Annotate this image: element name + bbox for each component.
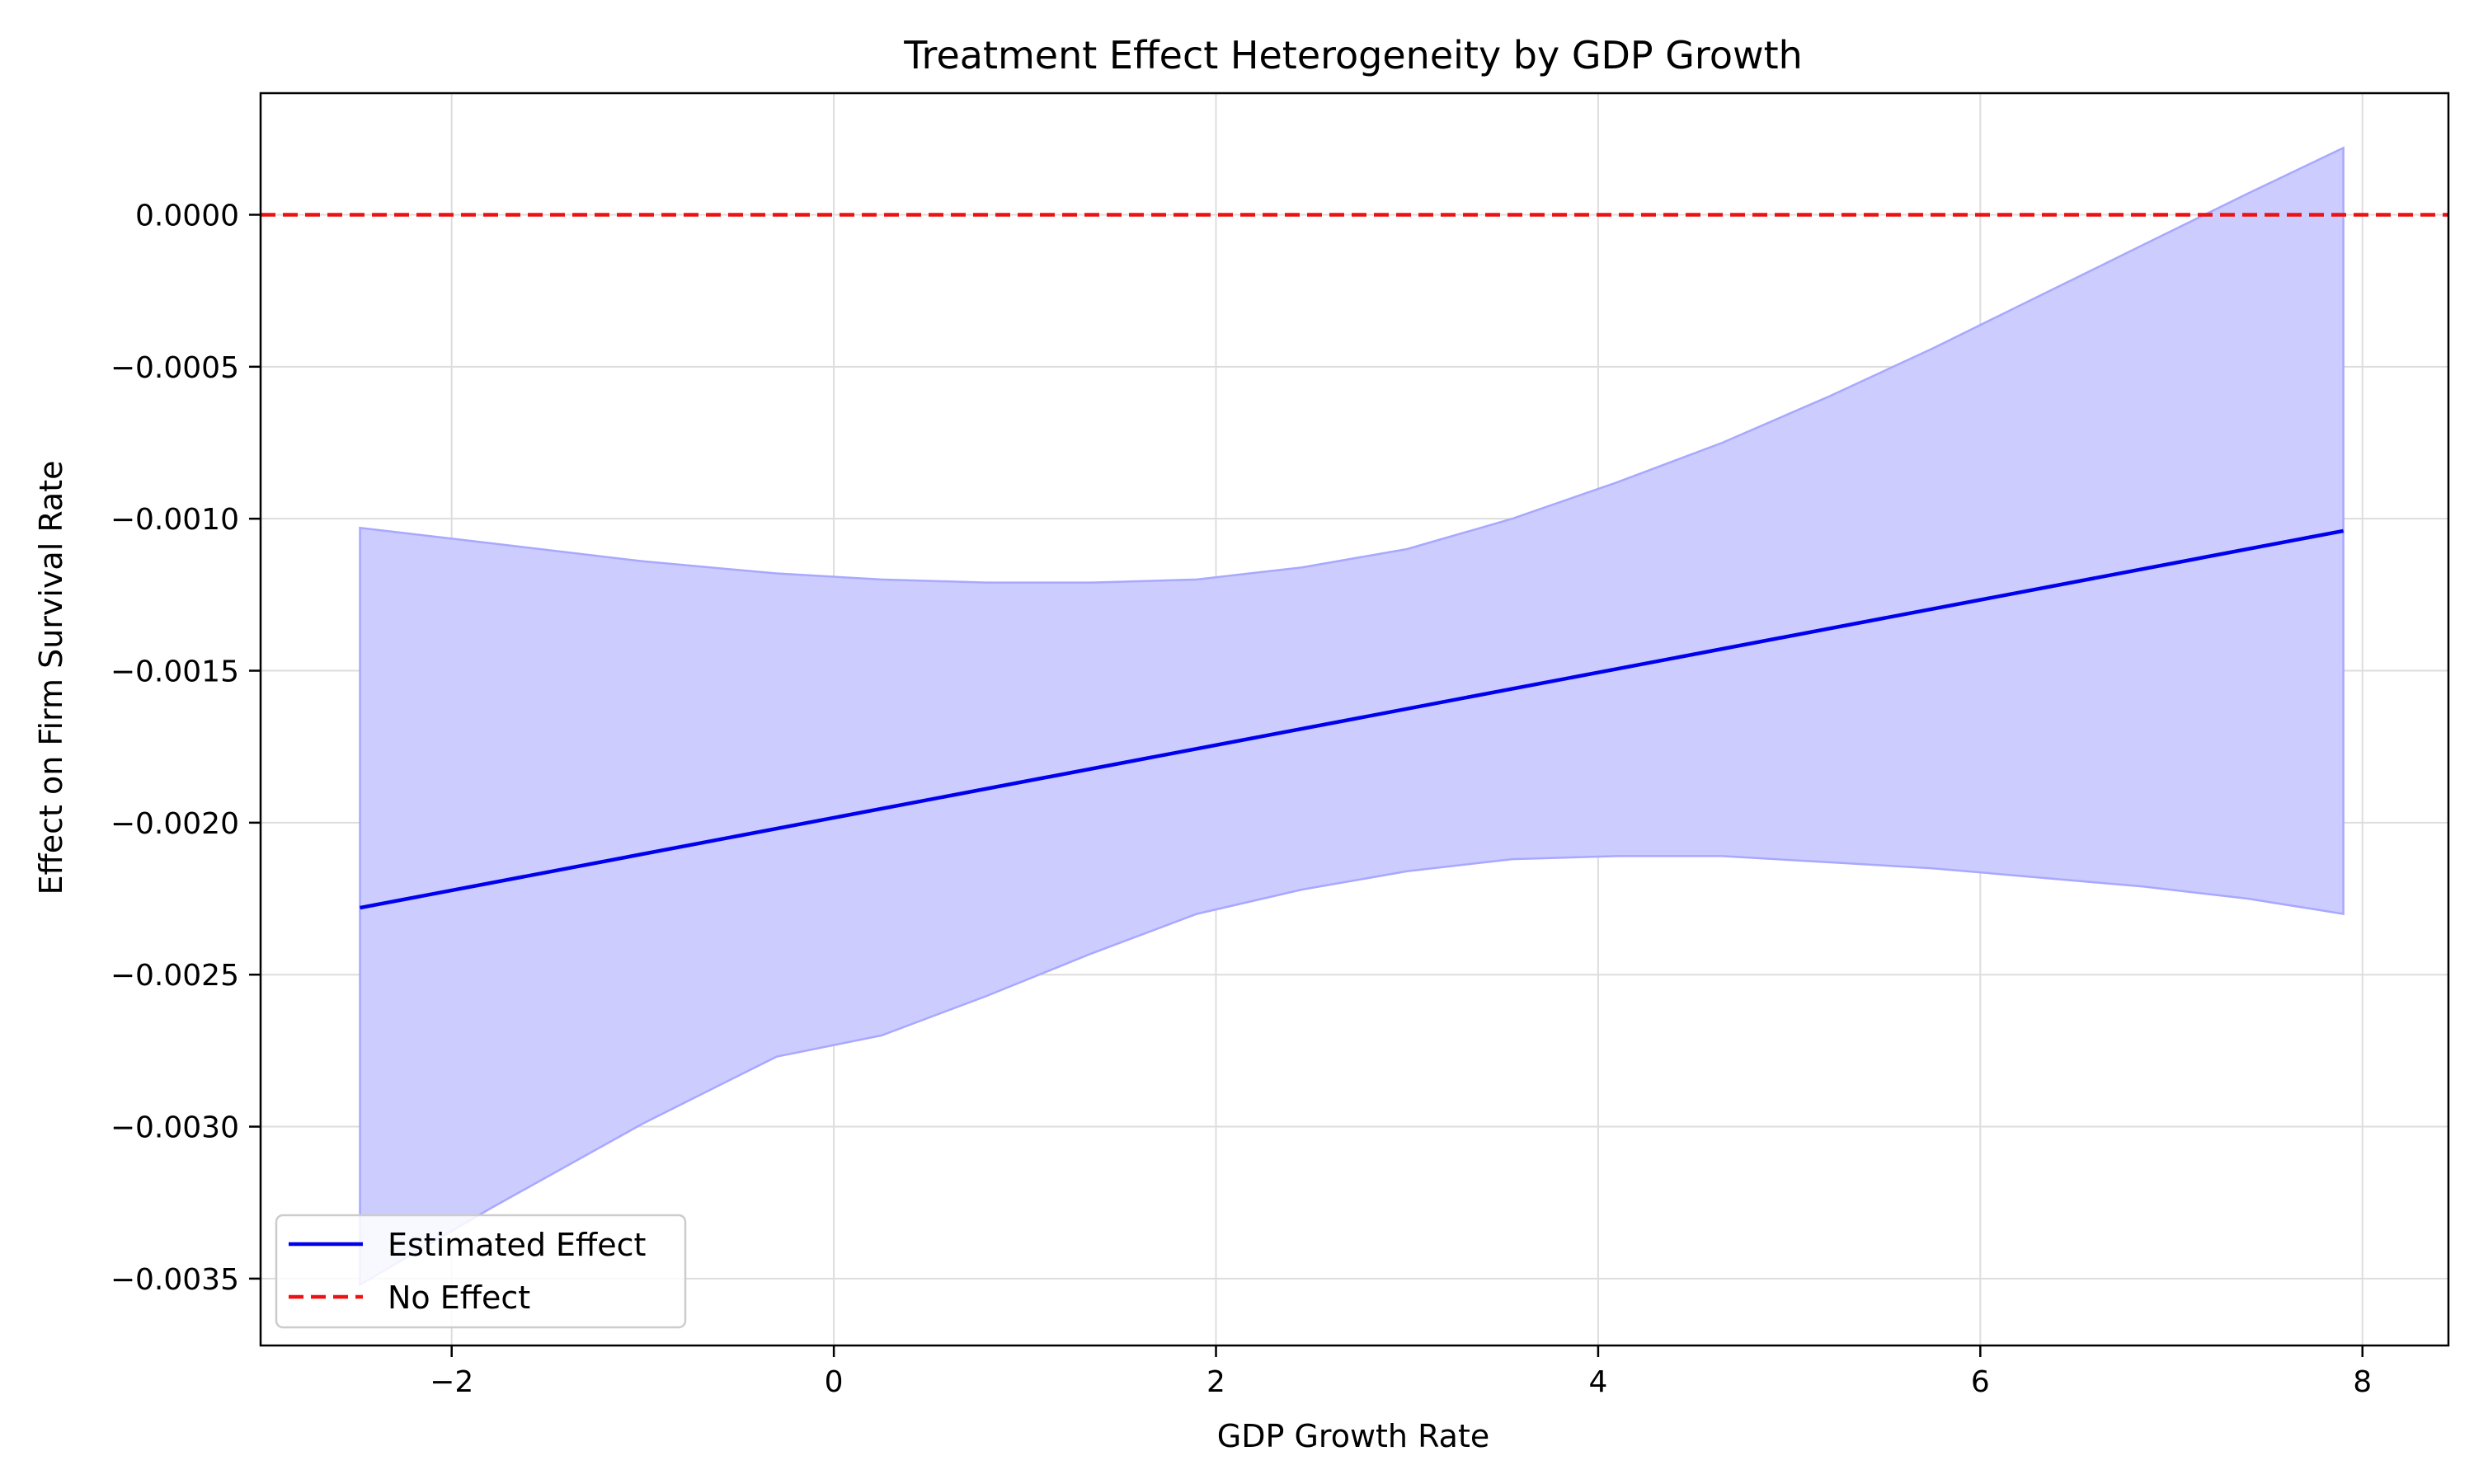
estimated-effect-line [360, 528, 2345, 910]
x-tick-label: −2 [430, 1365, 473, 1399]
y-tick-label: −0.0010 [111, 503, 239, 537]
y-tick-label: 0.0000 [135, 199, 239, 232]
legend-label-no-effect: No Effect [388, 1280, 530, 1316]
y-axis-label: Effect on Firm Survival Rate [33, 461, 69, 895]
chart-title: Treatment Effect Heterogeneity by GDP Gr… [903, 33, 1803, 77]
confidence-band [359, 146, 2345, 1287]
x-tick-label: 8 [2353, 1365, 2372, 1399]
y-tick-label: −0.0030 [111, 1111, 239, 1145]
y-tick-label: −0.0005 [111, 351, 239, 385]
x-tick-label: 4 [1588, 1365, 1607, 1399]
y-tick-label: −0.0020 [111, 807, 239, 841]
legend-box [275, 1214, 687, 1329]
confidence-band-layer [359, 146, 2345, 1287]
x-axis-ticks: −2 0 2 4 6 8 [430, 1345, 2372, 1399]
x-tick-label: 6 [1971, 1365, 1990, 1399]
x-axis-label: GDP Growth Rate [1217, 1418, 1489, 1454]
x-tick-label: 0 [825, 1365, 844, 1399]
plot-frame [259, 92, 2450, 1347]
y-axis-ticks: 0.0000 −0.0005 −0.0010 −0.0015 −0.0020 −0.002… [111, 199, 261, 1297]
x-tick-label: 2 [1206, 1365, 1225, 1399]
series-layer [261, 213, 2448, 910]
y-tick-label: −0.0035 [111, 1263, 239, 1297]
y-tick-label: −0.0025 [111, 959, 239, 993]
y-tick-label: −0.0015 [111, 655, 239, 689]
legend: Estimated Effect No Effect [275, 1214, 687, 1329]
legend-label-estimated-effect: Estimated Effect [388, 1227, 646, 1263]
